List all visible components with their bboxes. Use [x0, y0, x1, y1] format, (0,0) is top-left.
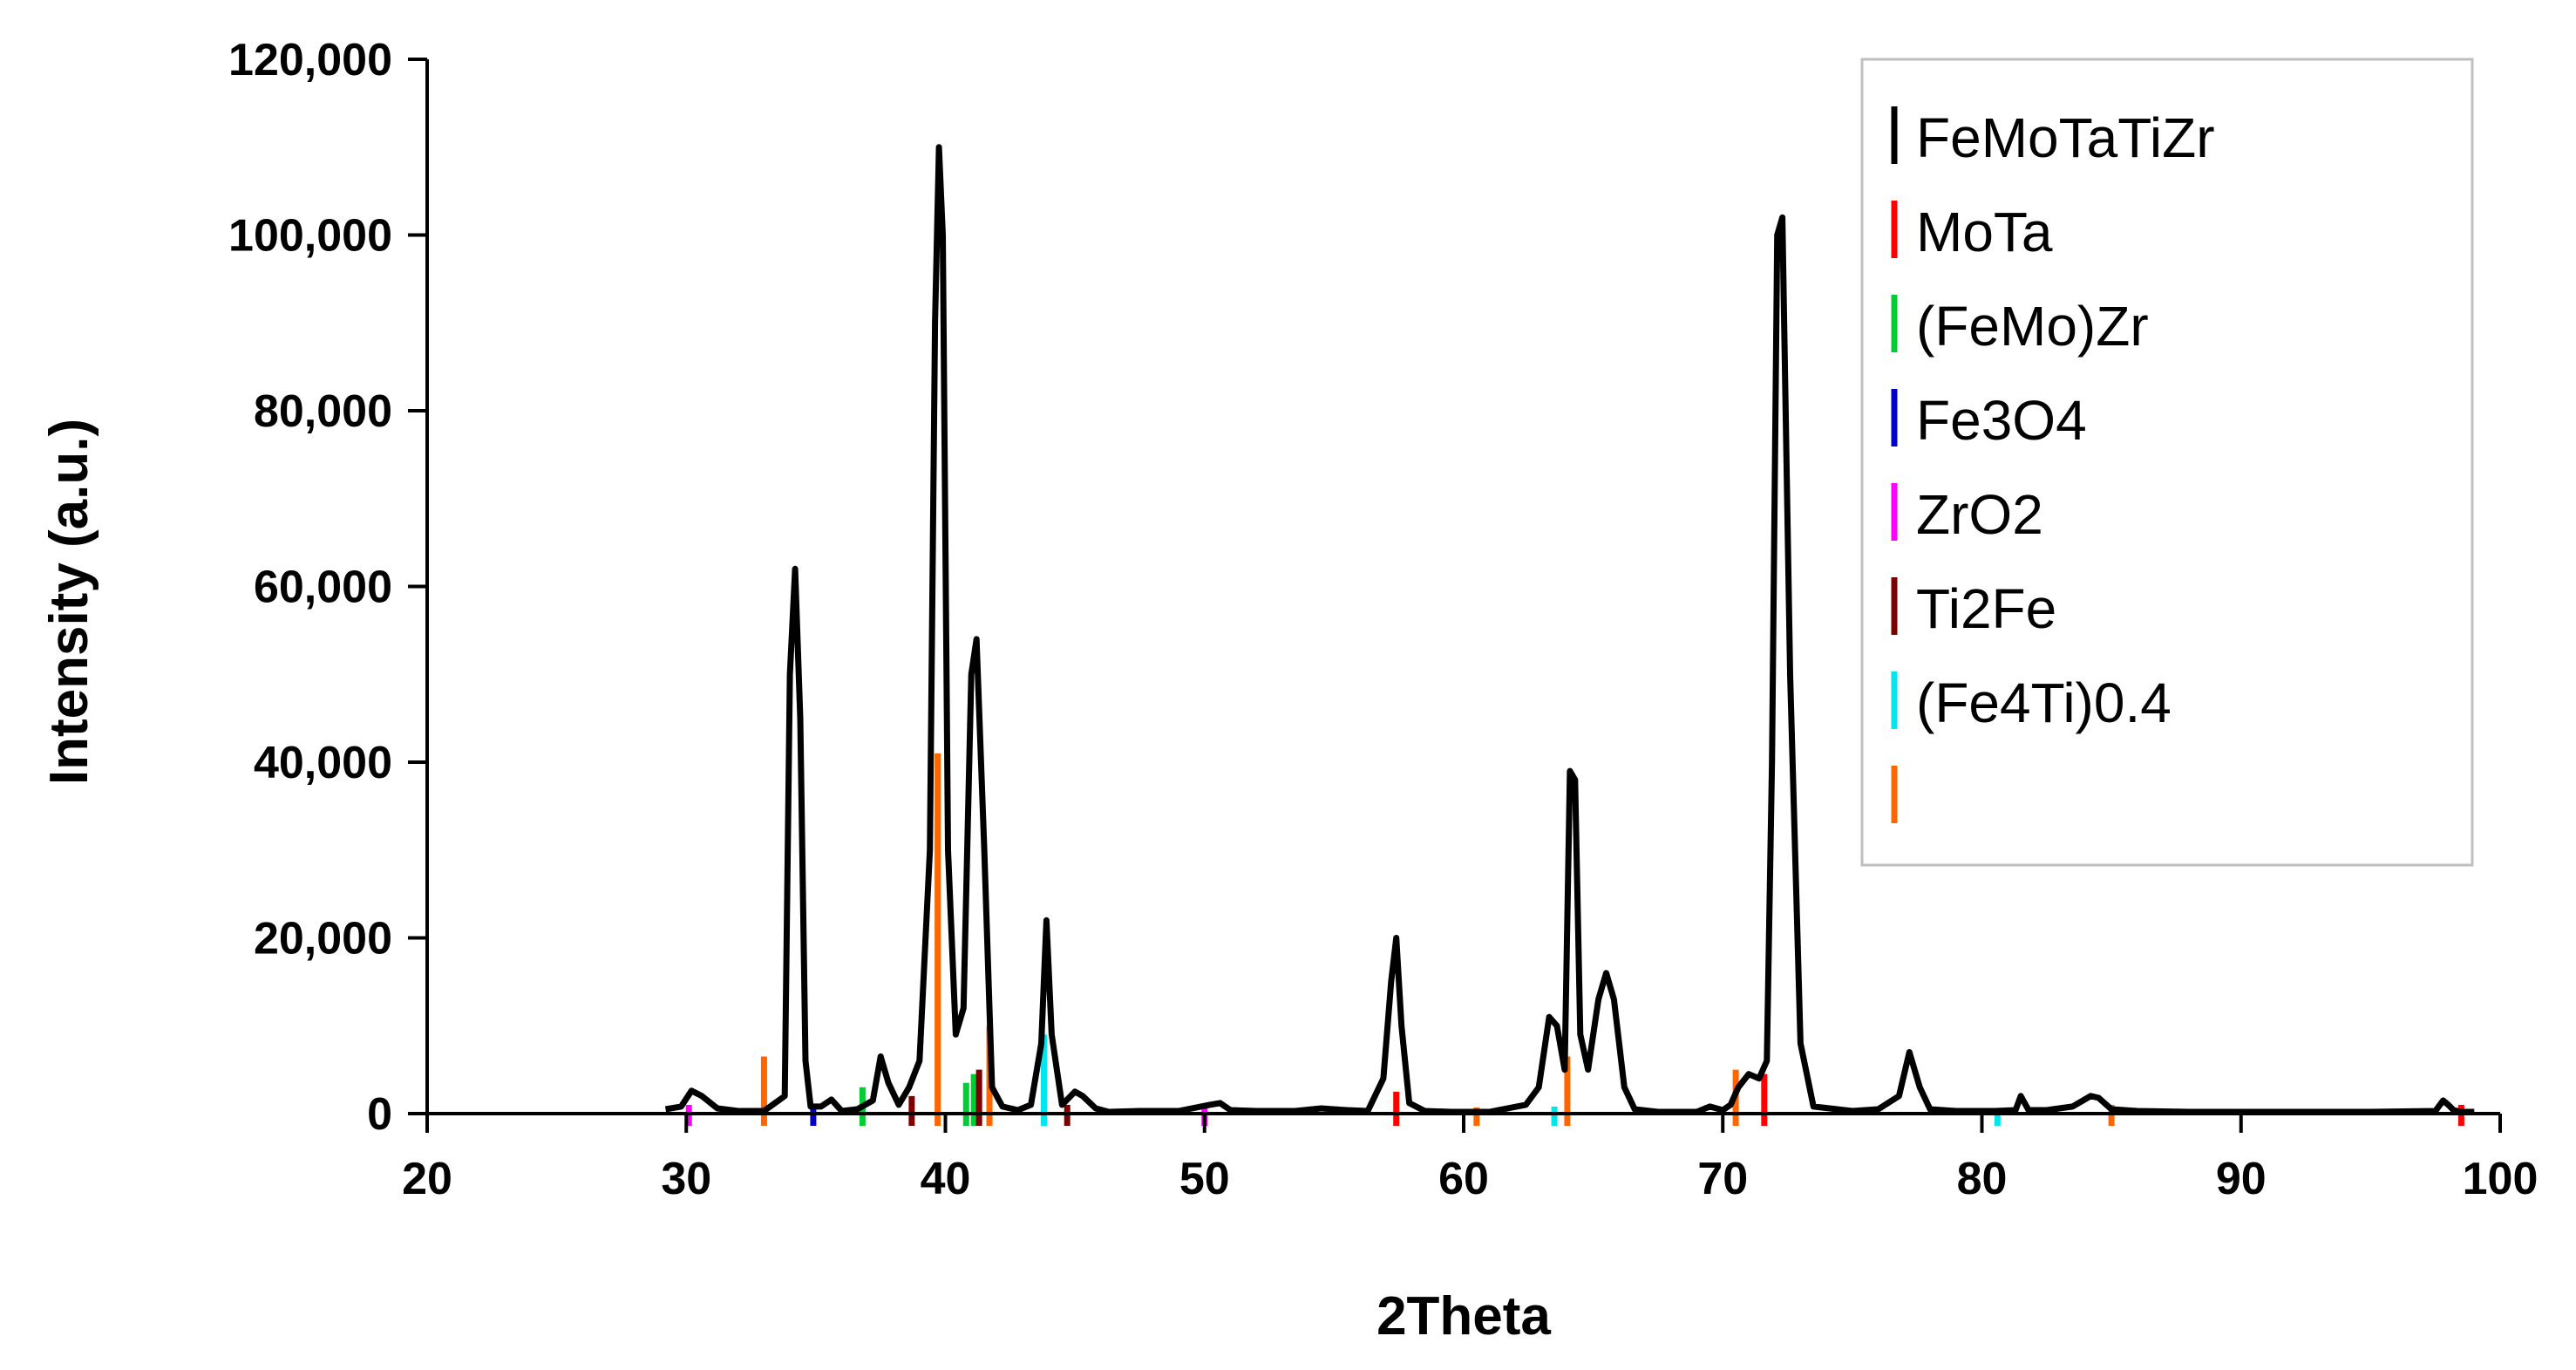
y-tick-label: 20,000	[254, 914, 392, 964]
x-tick-label: 70	[1697, 1154, 1748, 1204]
legend-label: (FeMo)Zr	[1916, 295, 2149, 358]
x-tick-label: 100	[2463, 1154, 2539, 1204]
axes	[408, 58, 2502, 1133]
y-tick-label: 80,000	[254, 386, 392, 437]
legend-label: Fe3O4	[1916, 389, 2087, 452]
x-tick-label: 60	[1438, 1154, 1489, 1204]
y-tick-label: 40,000	[254, 738, 392, 788]
y-tick-label: 0	[367, 1089, 392, 1140]
tick-labels: 0 20,000 40,000 60,000 80,000 100,000 120,000 2…	[228, 35, 2538, 1204]
series-line-femotatizr	[664, 144, 2475, 1115]
legend-label: (Fe4Ti)0.4	[1916, 671, 2172, 734]
x-axis-title: 2Theta	[1376, 1286, 1551, 1346]
x-tick-label: 30	[661, 1154, 711, 1204]
x-tick-label: 50	[1179, 1154, 1230, 1204]
y-axis-title: Intensity (a.u.)	[39, 419, 99, 785]
legend-label: Ti2Fe	[1916, 577, 2056, 640]
y-tick-label: 120,000	[228, 35, 392, 85]
y-tick-label: 100,000	[228, 211, 392, 262]
x-tick-label: 20	[402, 1154, 452, 1204]
legend-label: MoTa	[1916, 201, 2053, 263]
y-tick-label: 60,000	[254, 562, 392, 613]
x-tick-label: 40	[921, 1154, 971, 1204]
legend: FeMoTaTiZr MoTa (FeMo)Zr Fe3O4 ZrO2 Ti2Fe (Fe4…	[1860, 58, 2474, 867]
series-layer	[664, 144, 2475, 1115]
x-tick-label: 90	[2216, 1154, 2267, 1204]
legend-label: ZrO2	[1916, 483, 2043, 546]
legend-label: FeMoTaTiZr	[1916, 106, 2215, 169]
legend-box	[1860, 58, 2474, 867]
x-tick-label: 80	[1957, 1154, 2008, 1204]
